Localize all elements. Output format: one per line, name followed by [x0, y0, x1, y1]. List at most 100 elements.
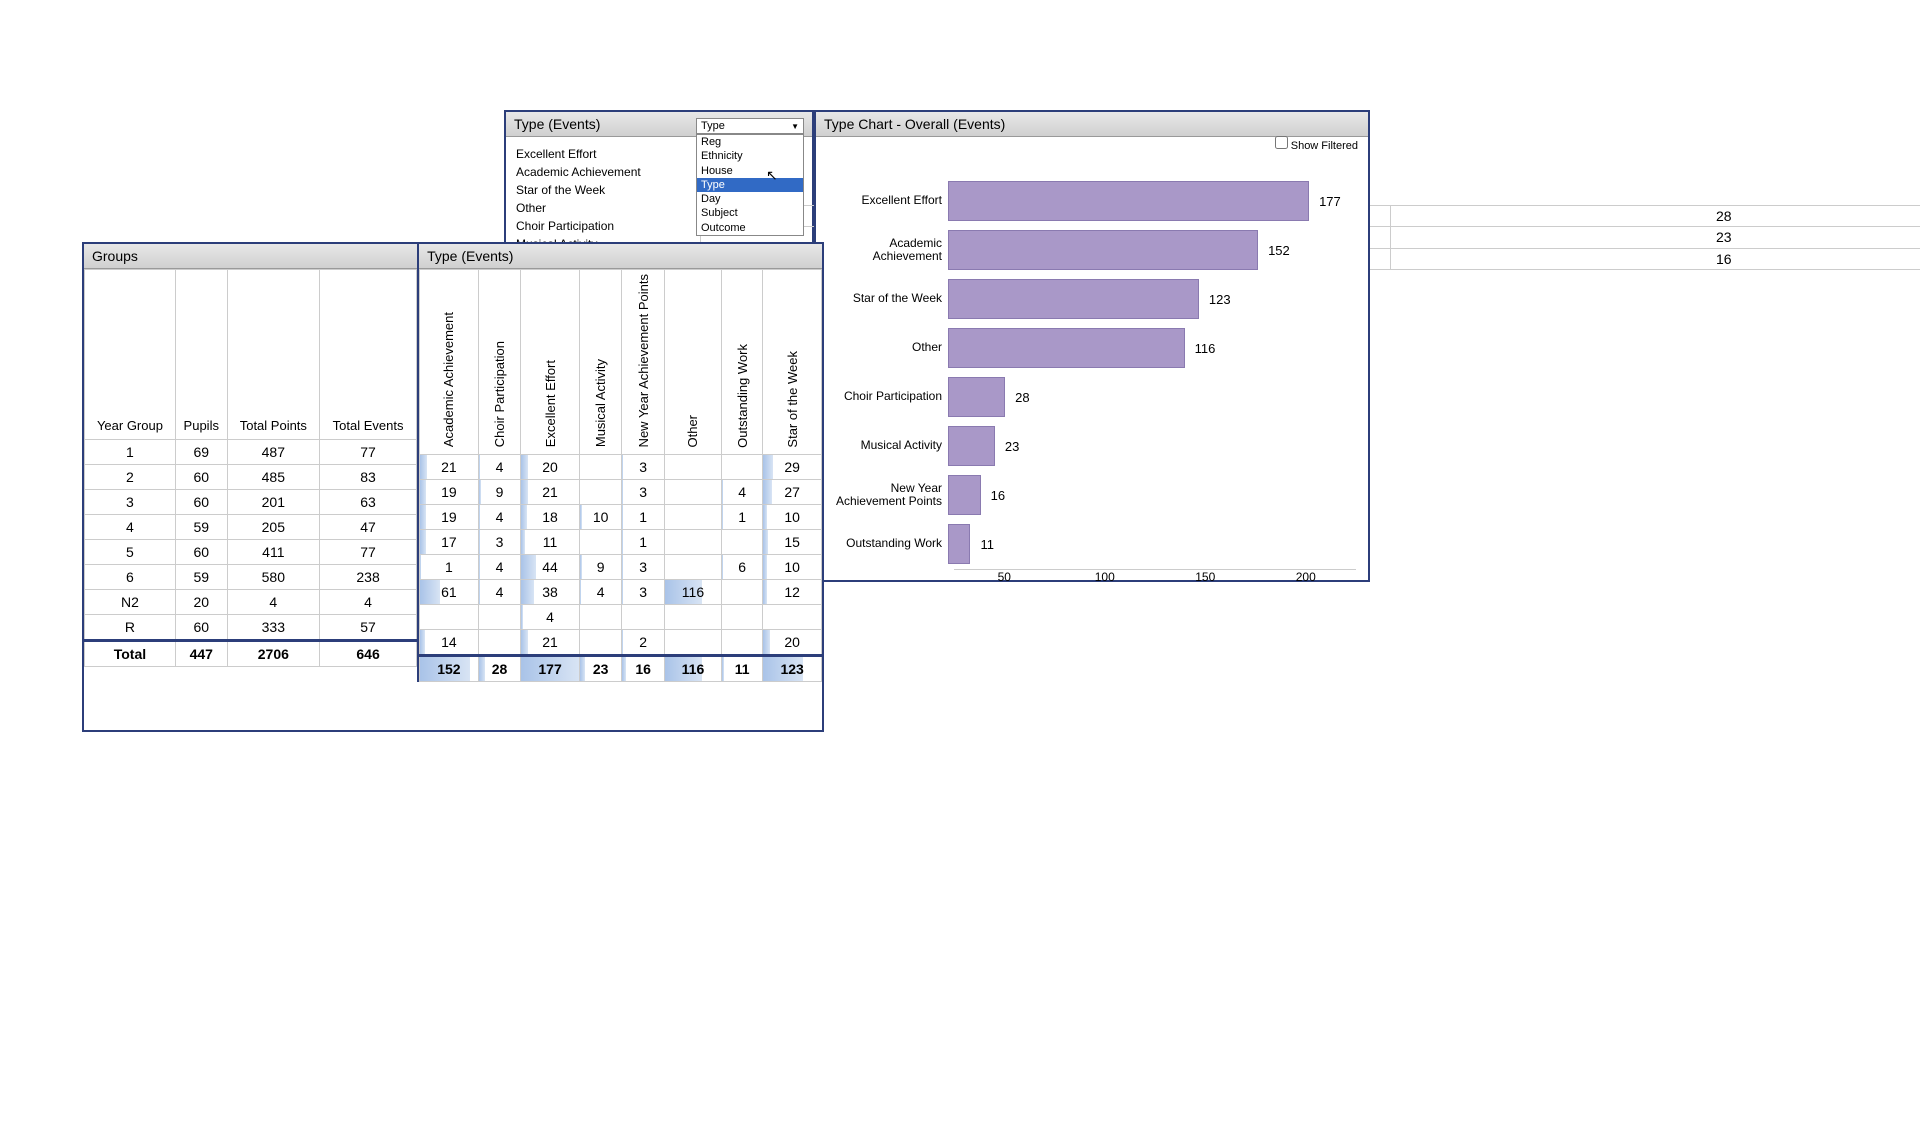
table-row[interactable]: 199213427 — [420, 480, 822, 505]
chart-bar — [948, 328, 1185, 368]
table-row[interactable]: 659580238 — [85, 565, 417, 590]
dropdown-option[interactable]: Type — [697, 178, 803, 192]
table-cell — [579, 480, 622, 505]
chart-area: Excellent Effort177Academic Achievement1… — [828, 177, 1356, 577]
table-row[interactable]: 16948777 — [85, 440, 417, 465]
group-col-header: Total Points — [227, 270, 319, 440]
table-row[interactable]: R6033357 — [85, 615, 417, 641]
chart-bar-row: Musical Activity23 — [828, 422, 1356, 470]
table-cell — [420, 605, 479, 630]
table-row[interactable]: 4 — [420, 605, 822, 630]
table-cell: 1 — [622, 530, 665, 555]
table-row[interactable]: 144493610 — [420, 555, 822, 580]
type-col-header: Star of the Week — [763, 270, 822, 455]
type-chart-panel: Type Chart - Overall (Events) Show Filte… — [814, 110, 1370, 582]
table-cell: N2 — [85, 590, 176, 615]
table-row[interactable]: 36020163 — [85, 490, 417, 515]
chart-bar-label: Outstanding Work — [828, 537, 948, 550]
table-cell: 19 — [420, 480, 479, 505]
table-cell: 10 — [579, 505, 622, 530]
chart-bar-value: 116 — [1195, 341, 1216, 356]
table-cell: 6 — [721, 555, 762, 580]
table-cell — [721, 455, 762, 480]
dropdown-option[interactable]: Day — [697, 192, 803, 206]
table-cell — [763, 605, 822, 630]
table-row[interactable]: 1421220 — [420, 630, 822, 656]
chart-bar-row: New Year Achievement Points 16 — [828, 471, 1356, 519]
table-cell: 9 — [478, 480, 521, 505]
table-row[interactable]: 614384311612 — [420, 580, 822, 605]
chart-x-axis: 50100150200 — [954, 569, 1356, 584]
table-cell: 4 — [721, 480, 762, 505]
table-row[interactable]: 17311115 — [420, 530, 822, 555]
type-col-header: Musical Activity — [579, 270, 622, 455]
type-dropdown-selected-label: Type — [701, 120, 725, 132]
table-cell: 4 — [227, 590, 319, 615]
table-cell: 21 — [420, 455, 479, 480]
type-chart-header: Type Chart - Overall (Events) — [816, 112, 1368, 137]
table-row[interactable]: N22044 — [85, 590, 417, 615]
group-col-header: Year Group — [85, 270, 176, 440]
table-cell — [579, 630, 622, 656]
show-filtered-input[interactable] — [1275, 136, 1288, 149]
table-row[interactable]: 19418101110 — [420, 505, 822, 530]
main-table-panel: Groups Year GroupPupilsTotal PointsTotal… — [82, 242, 824, 732]
type-col-header: Choir Participation — [478, 270, 521, 455]
types-table: Academic AchievementChoir ParticipationE… — [419, 269, 822, 682]
table-cell — [664, 630, 721, 656]
table-cell: 411 — [227, 540, 319, 565]
chart-bar-label: New Year Achievement Points — [828, 482, 948, 508]
type-col-header: Academic Achievement — [420, 270, 479, 455]
table-row[interactable]: 26048583 — [85, 465, 417, 490]
chart-bar-row: Academic Achievement152 — [828, 226, 1356, 274]
table-cell — [664, 605, 721, 630]
chart-bar — [948, 475, 981, 515]
table-cell: 4 — [478, 505, 521, 530]
table-cell: 38 — [521, 580, 580, 605]
table-row[interactable]: 45920547 — [85, 515, 417, 540]
groups-header: Groups — [84, 244, 417, 269]
table-cell: 69 — [175, 440, 227, 465]
chart-bar-row: Outstanding Work 11 — [828, 520, 1356, 568]
table-cell: 28 — [478, 656, 521, 682]
table-cell — [721, 530, 762, 555]
table-cell: 3 — [622, 580, 665, 605]
table-cell: 16 — [622, 656, 665, 682]
table-cell: 21 — [521, 630, 580, 656]
table-cell: 1 — [721, 505, 762, 530]
dropdown-option[interactable]: Ethnicity — [697, 149, 803, 163]
table-cell: 123 — [763, 656, 822, 682]
chart-bar-row: Choir Participation28 — [828, 373, 1356, 421]
type-dropdown-selected[interactable]: Type ▼ — [696, 118, 804, 134]
table-cell: 3 — [622, 455, 665, 480]
table-cell: 4 — [478, 580, 521, 605]
table-cell: 17 — [420, 530, 479, 555]
chevron-down-icon: ▼ — [791, 122, 799, 131]
table-cell: 77 — [320, 540, 417, 565]
chart-bar-value: 11 — [980, 537, 994, 552]
group-col-header: Total Events — [320, 270, 417, 440]
table-cell: 20 — [175, 590, 227, 615]
chart-bar-value: 16 — [991, 488, 1005, 503]
table-cell: 4 — [320, 590, 417, 615]
dropdown-option[interactable]: Reg — [697, 135, 803, 149]
dropdown-option[interactable]: Subject — [697, 206, 803, 220]
chart-bar-value: 177 — [1319, 194, 1341, 209]
type-col-header: Other — [664, 270, 721, 455]
type-col-header: New Year Achievement Points — [622, 270, 665, 455]
dropdown-option[interactable]: House — [697, 164, 803, 178]
table-cell: 3 — [622, 555, 665, 580]
type-dropdown-options[interactable]: RegEthnicityHouseTypeDaySubjectOutcome — [696, 134, 804, 236]
table-row[interactable]: 56041177 — [85, 540, 417, 565]
table-cell: 61 — [420, 580, 479, 605]
table-cell: 21 — [521, 480, 580, 505]
type-dropdown[interactable]: Type ▼ RegEthnicityHouseTypeDaySubjectOu… — [696, 118, 804, 236]
total-row: 15228177231611611123 — [420, 656, 822, 682]
table-cell: 116 — [664, 580, 721, 605]
table-cell — [721, 630, 762, 656]
show-filtered-checkbox[interactable]: Show Filtered — [1275, 136, 1358, 152]
dropdown-option[interactable]: Outcome — [697, 221, 803, 235]
table-row[interactable]: 21420329 — [420, 455, 822, 480]
table-cell: 177 — [521, 656, 580, 682]
chart-bar-label: Star of the Week — [828, 292, 948, 305]
